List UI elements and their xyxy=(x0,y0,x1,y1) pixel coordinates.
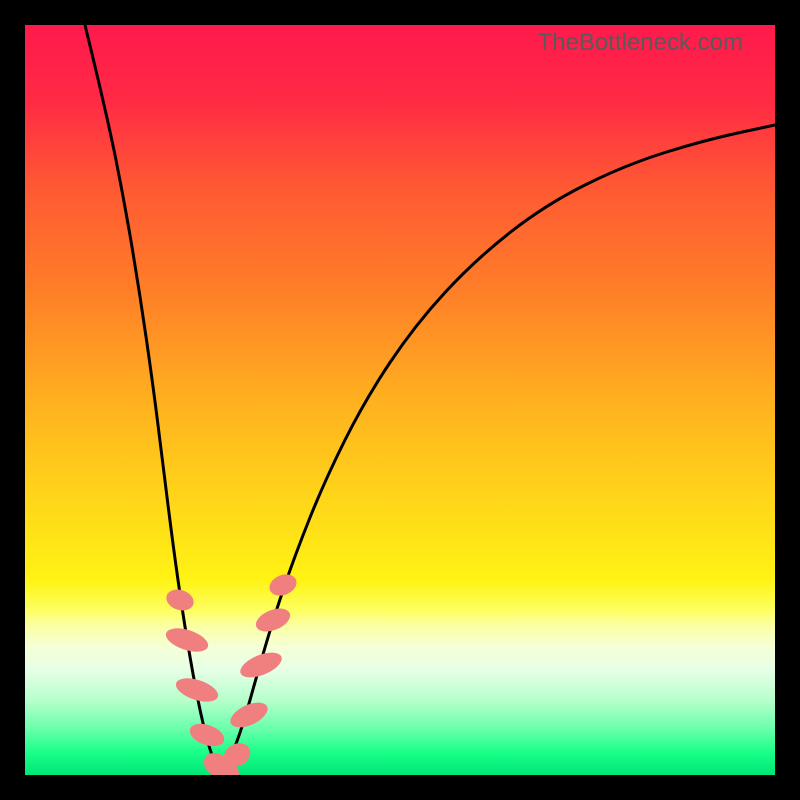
curve-marker xyxy=(266,570,299,599)
left-curve xyxy=(85,25,221,773)
curve-marker xyxy=(164,586,197,614)
curve-marker xyxy=(253,604,294,636)
curve-marker xyxy=(163,624,211,657)
chart-frame: TheBottleneck.com xyxy=(0,0,800,800)
watermark-text: TheBottleneck.com xyxy=(538,29,743,57)
curve-layer xyxy=(25,25,775,775)
plot-area xyxy=(25,25,775,775)
curve-marker xyxy=(237,647,285,682)
right-curve xyxy=(221,125,775,773)
curve-marker xyxy=(187,719,228,750)
